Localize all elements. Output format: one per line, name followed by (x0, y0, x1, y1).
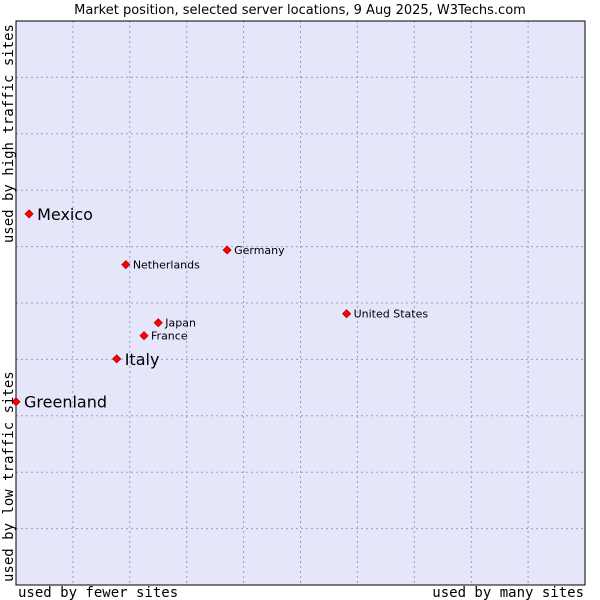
data-point-japan: Japan (153, 317, 196, 330)
point-label-mexico: Mexico (37, 205, 93, 224)
y-axis-label-top: used by high traffic sites (1, 24, 17, 243)
chart-title: Market position, selected server locatio… (74, 3, 526, 18)
data-point-greenland: Greenland (11, 393, 107, 412)
point-marker-japan (153, 318, 163, 328)
point-label-italy: Italy (125, 350, 160, 369)
point-label-germany: Germany (234, 244, 285, 257)
plot-frame (15, 20, 586, 586)
point-label-greenland: Greenland (24, 393, 107, 412)
point-label-japan: Japan (164, 317, 196, 330)
point-marker-germany (222, 245, 232, 255)
y-axis-label-bottom: used by low traffic sites (1, 371, 17, 582)
point-label-netherlands: Netherlands (133, 259, 200, 272)
x-axis-label-left: used by fewer sites (18, 585, 178, 600)
data-point-germany: Germany (222, 244, 285, 257)
point-marker-italy (112, 354, 122, 364)
data-point-united-states: United States (342, 308, 429, 321)
data-point-mexico: Mexico (24, 205, 93, 224)
point-marker-france (139, 331, 149, 341)
x-axis-label-right: used by many sites (432, 585, 584, 600)
point-marker-mexico (24, 209, 34, 219)
data-point-france: France (139, 330, 188, 343)
grid-lines (16, 21, 585, 585)
point-marker-greenland (11, 397, 21, 407)
point-label-united-states: United States (354, 308, 429, 321)
point-marker-united-states (342, 309, 352, 319)
data-point-netherlands: Netherlands (121, 259, 200, 272)
data-point-italy: Italy (112, 350, 160, 369)
data-points: Mexico Germany Netherlands United States Jap… (11, 205, 429, 412)
point-marker-netherlands (121, 260, 131, 270)
point-label-france: France (151, 330, 188, 343)
